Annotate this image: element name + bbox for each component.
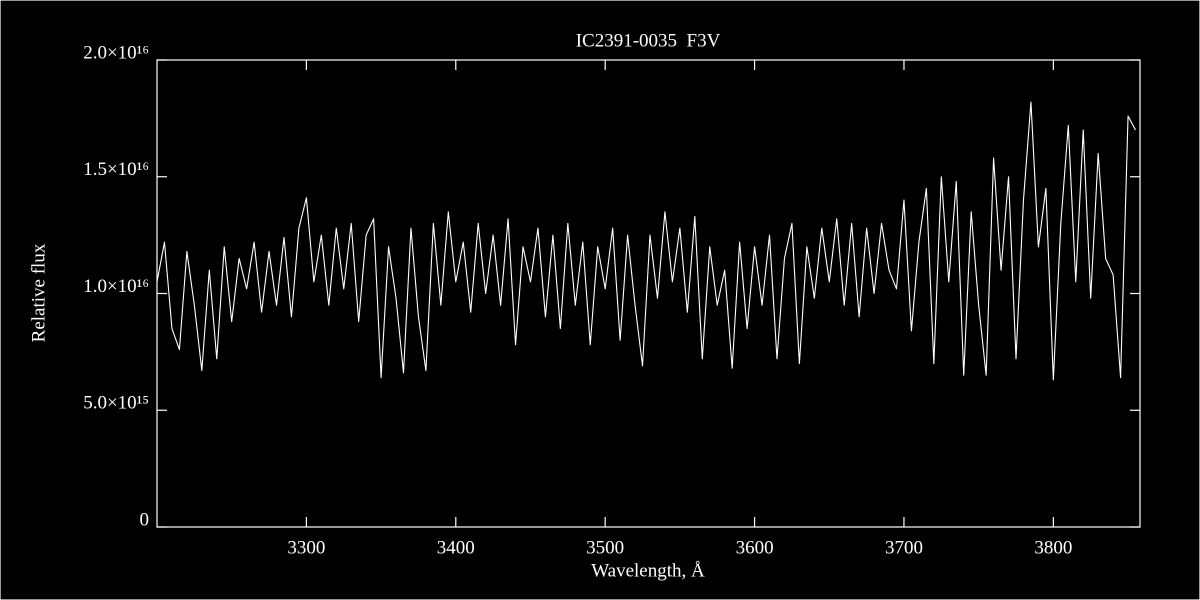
- x-tick-label: 3600: [736, 537, 774, 558]
- y-tick-label: 2.0×10¹⁶: [83, 42, 149, 63]
- x-axis-label: Wavelength, Å: [591, 560, 705, 581]
- y-tick-label: 0: [140, 509, 150, 530]
- x-tick-label: 3300: [287, 537, 325, 558]
- x-tick-label: 3700: [885, 537, 923, 558]
- x-tick-label: 3400: [437, 537, 475, 558]
- y-tick-label: 5.0×10¹⁵: [83, 393, 149, 414]
- y-tick-label: 1.0×10¹⁶: [83, 276, 149, 297]
- x-tick-label: 3500: [586, 537, 624, 558]
- chart-title: IC2391-0035 F3V: [576, 30, 721, 51]
- y-tick-label: 1.5×10¹⁶: [83, 159, 149, 180]
- spectrum-line: [156, 101, 1137, 381]
- y-axis-label: Relative flux: [28, 243, 49, 342]
- x-tick-label: 3800: [1034, 537, 1072, 558]
